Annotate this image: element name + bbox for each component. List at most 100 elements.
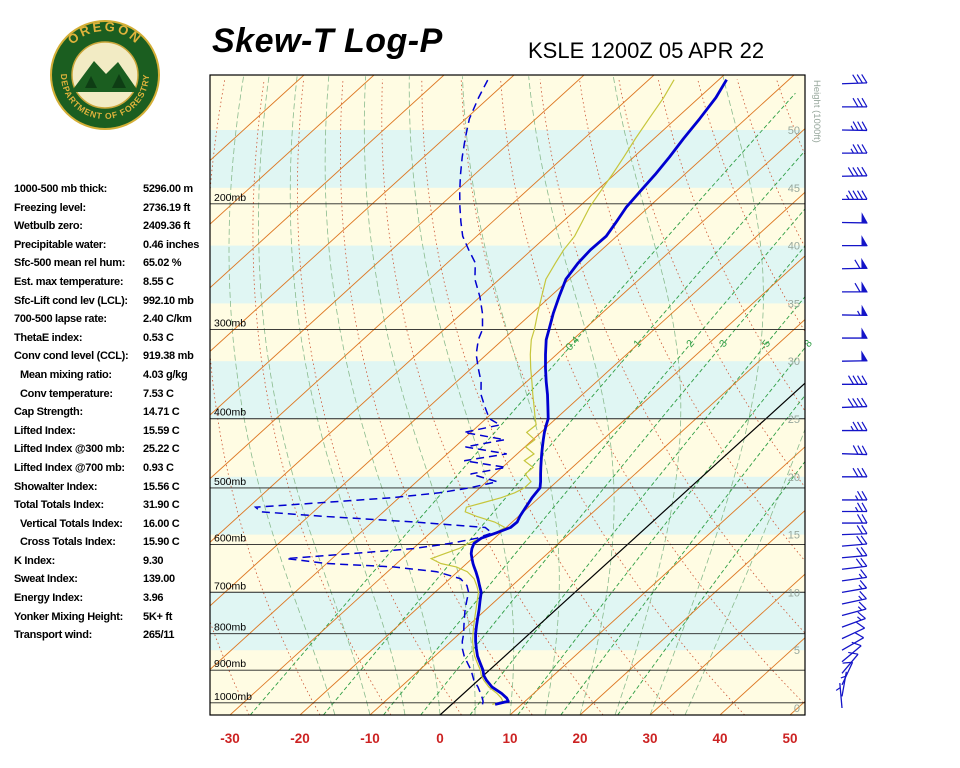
- stat-row: Yonker Mixing Height: 5K+ ft: [14, 611, 214, 630]
- height-tick-label: 20: [788, 472, 800, 484]
- moist-adiabats: [228, 76, 805, 715]
- stat-row: Conv temperature: 7.53 C: [14, 388, 214, 407]
- stats-panel: 1000-500 mb thick: 5296.00 m Freezing leve…: [14, 183, 214, 648]
- height-tick-label: 30: [788, 356, 800, 368]
- height-tick-label: 35: [788, 298, 800, 310]
- temp-axis-label: 10: [502, 731, 517, 746]
- pressure-label: 400mb: [214, 407, 246, 419]
- wetbulb-trace: [429, 79, 675, 705]
- stat-value: 992.10 mb: [143, 294, 194, 307]
- stat-row: Cross Totals Index: 15.90 C: [14, 536, 214, 555]
- stat-label: 1000-500 mb thick:: [14, 183, 108, 195]
- height-axis-title: Height (1000ft): [811, 80, 822, 143]
- stat-label: Vertical Totals Index:: [20, 517, 123, 530]
- temp-axis-label: 50: [782, 731, 797, 746]
- height-tick-label: 10: [788, 587, 800, 599]
- logo-tree-left: [85, 76, 97, 88]
- stat-row: Wetbulb zero: 2409.36 ft: [14, 220, 214, 239]
- stat-value: 65.02 %: [143, 257, 182, 270]
- stat-value: 9.30: [143, 554, 164, 567]
- pressure-label: 800mb: [214, 622, 246, 634]
- stat-value: 139.00: [143, 573, 175, 586]
- stat-row: 1000-500 mb thick: 5296.00 m: [14, 183, 214, 202]
- grid-lines: [210, 75, 805, 715]
- temp-axis-label: -20: [290, 731, 310, 746]
- temp-axis-label: 40: [712, 731, 727, 746]
- stat-label: Est. max temperature:: [14, 275, 124, 288]
- stat-row: Lifted Index @700 mb: 0.93 C: [14, 462, 214, 481]
- height-tick-label: 45: [788, 183, 800, 195]
- stat-label: Lifted Index @700 mb:: [14, 461, 125, 474]
- stat-value: 7.53 C: [143, 387, 174, 400]
- height-bands: [210, 130, 805, 651]
- stat-row: Cap Strength: 14.71 C: [14, 406, 214, 425]
- temp-axis-label: -10: [360, 731, 380, 746]
- height-tick-label: 25: [788, 414, 800, 426]
- page-title: Skew-T Log-P: [212, 22, 443, 60]
- stat-value: 2736.19 ft: [143, 201, 191, 214]
- stat-label: ThetaE index:: [14, 331, 83, 344]
- stat-label: Total Totals Index:: [14, 499, 104, 512]
- temp-axis-label: 0: [436, 731, 444, 746]
- stat-row: Mean mixing ratio: 4.03 g/kg: [14, 369, 214, 388]
- stat-row: ThetaE index: 0.53 C: [14, 332, 214, 351]
- stat-row: Vertical Totals Index: 16.00 C: [14, 518, 214, 537]
- stat-value: 15.56 C: [143, 480, 180, 493]
- pressure-label: 200mb: [214, 192, 246, 204]
- stat-label: Mean mixing ratio:: [20, 368, 112, 381]
- stat-row: Transport wind: 265/11: [14, 629, 214, 648]
- stat-label: K Index:: [14, 554, 55, 567]
- height-tick-label: 50: [788, 125, 800, 137]
- stat-label: Yonker Mixing Height:: [14, 610, 124, 623]
- stat-label: Conv cond level (CCL):: [14, 350, 129, 363]
- logo-tree-right: [112, 74, 126, 88]
- temp-axis-label: -30: [220, 731, 240, 746]
- height-tick-label: 0: [794, 703, 800, 715]
- pressure-label: 600mb: [214, 532, 246, 544]
- temp-axis-label: 20: [572, 731, 587, 746]
- stat-value: 4.03 g/kg: [143, 368, 188, 381]
- stat-row: Est. max temperature: 8.55 C: [14, 276, 214, 295]
- stat-label: Sweat Index:: [14, 573, 78, 586]
- stat-value: 5K+ ft: [143, 610, 173, 623]
- height-tick-label: 15: [788, 530, 800, 542]
- dewpoint-trace: [253, 79, 507, 705]
- stat-value: 919.38 mb: [143, 350, 194, 363]
- stat-label: Lifted Index:: [14, 424, 76, 437]
- stat-value: 15.90 C: [143, 536, 180, 549]
- stat-row: Sfc-500 mean rel hum: 65.02 %: [14, 257, 214, 276]
- stat-label: Precipitable water:: [14, 238, 107, 251]
- stat-label: Sfc-500 mean rel hum:: [14, 257, 126, 270]
- stat-label: Energy Index:: [14, 592, 83, 605]
- odf-logo: OREGON DEPARTMENT OF FORESTRY: [48, 18, 162, 132]
- stat-value: 15.59 C: [143, 424, 180, 437]
- stat-row: Precipitable water: 0.46 inches: [14, 239, 214, 258]
- stat-value: 8.55 C: [143, 275, 174, 288]
- stat-value: 25.22 C: [143, 443, 180, 456]
- stat-value: 0.53 C: [143, 331, 174, 344]
- stat-row: Lifted Index @300 mb: 25.22 C: [14, 443, 214, 462]
- stat-label: Sfc-Lift cond lev (LCL):: [14, 294, 128, 307]
- wind-barbs: [835, 74, 868, 709]
- station-time-label: KSLE 1200Z 05 APR 22: [528, 38, 765, 63]
- stat-row: Conv cond level (CCL): 919.38 mb: [14, 350, 214, 369]
- stat-row: Freezing level: 2736.19 ft: [14, 202, 214, 221]
- stat-row: K Index: 9.30: [14, 555, 214, 574]
- logo-ground: [74, 88, 136, 92]
- stat-value: 31.90 C: [143, 499, 180, 512]
- pressure-label: 1000mb: [214, 691, 252, 703]
- stat-row: Total Totals Index: 31.90 C: [14, 499, 214, 518]
- stat-label: Freezing level:: [14, 201, 86, 214]
- stat-label: Showalter Index:: [14, 480, 98, 493]
- stat-label: Conv temperature:: [20, 387, 113, 400]
- temperature-trace: [469, 78, 728, 706]
- stat-label: Lifted Index @300 mb:: [14, 443, 125, 456]
- stat-value: 16.00 C: [143, 517, 180, 530]
- stat-label: Cross Totals Index:: [20, 536, 116, 549]
- sounding-traces: [253, 78, 728, 706]
- odf-logo-svg: OREGON DEPARTMENT OF FORESTRY: [50, 19, 160, 130]
- pressure-label: 500mb: [214, 476, 246, 488]
- stat-value: 2409.36 ft: [143, 220, 191, 233]
